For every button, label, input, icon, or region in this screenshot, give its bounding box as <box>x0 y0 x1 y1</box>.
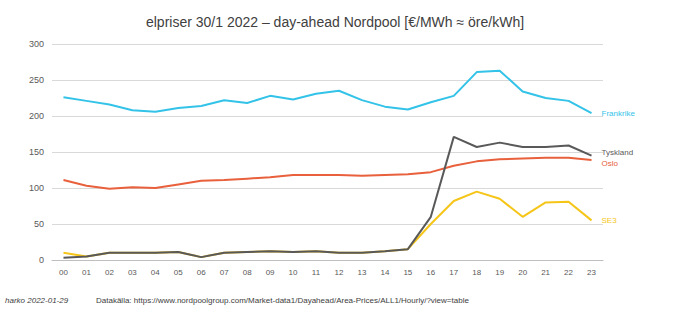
svg-text:01: 01 <box>82 268 91 277</box>
svg-text:11: 11 <box>312 268 321 277</box>
svg-text:02: 02 <box>105 268 114 277</box>
svg-text:00: 00 <box>59 268 68 277</box>
svg-text:0: 0 <box>39 255 44 265</box>
svg-text:17: 17 <box>449 268 458 277</box>
svg-text:elpriser 30/1 2022 – day-ahead: elpriser 30/1 2022 – day-ahead Nordpool … <box>146 14 524 30</box>
svg-text:08: 08 <box>243 268 252 277</box>
svg-text:13: 13 <box>357 268 366 277</box>
svg-text:10: 10 <box>289 268 298 277</box>
svg-text:250: 250 <box>29 75 44 85</box>
svg-text:23: 23 <box>587 268 596 277</box>
svg-text:200: 200 <box>29 111 44 121</box>
svg-text:50: 50 <box>34 219 44 229</box>
svg-text:100: 100 <box>29 183 44 193</box>
svg-text:16: 16 <box>426 268 435 277</box>
svg-text:03: 03 <box>128 268 137 277</box>
svg-text:09: 09 <box>266 268 275 277</box>
svg-text:05: 05 <box>174 268 183 277</box>
svg-text:12: 12 <box>335 268 344 277</box>
svg-text:Datakälla: https://www.nordpoo: Datakälla: https://www.nordpoolgroup.com… <box>96 296 469 305</box>
svg-text:07: 07 <box>220 268 229 277</box>
svg-text:19: 19 <box>495 268 504 277</box>
svg-text:300: 300 <box>29 39 44 49</box>
svg-text:22: 22 <box>564 268 573 277</box>
svg-text:06: 06 <box>197 268 206 277</box>
svg-text:18: 18 <box>472 268 481 277</box>
svg-text:04: 04 <box>151 268 160 277</box>
svg-text:150: 150 <box>29 147 44 157</box>
svg-text:21: 21 <box>541 268 550 277</box>
svg-text:15: 15 <box>403 268 412 277</box>
svg-text:Tyskland: Tyskland <box>602 148 634 157</box>
svg-text:Frankrike: Frankrike <box>602 109 636 118</box>
svg-text:14: 14 <box>380 268 389 277</box>
svg-text:harko 2022-01-29: harko 2022-01-29 <box>5 296 69 305</box>
svg-text:SE3: SE3 <box>602 216 618 225</box>
svg-text:20: 20 <box>518 268 527 277</box>
svg-text:Oslo: Oslo <box>602 159 619 168</box>
